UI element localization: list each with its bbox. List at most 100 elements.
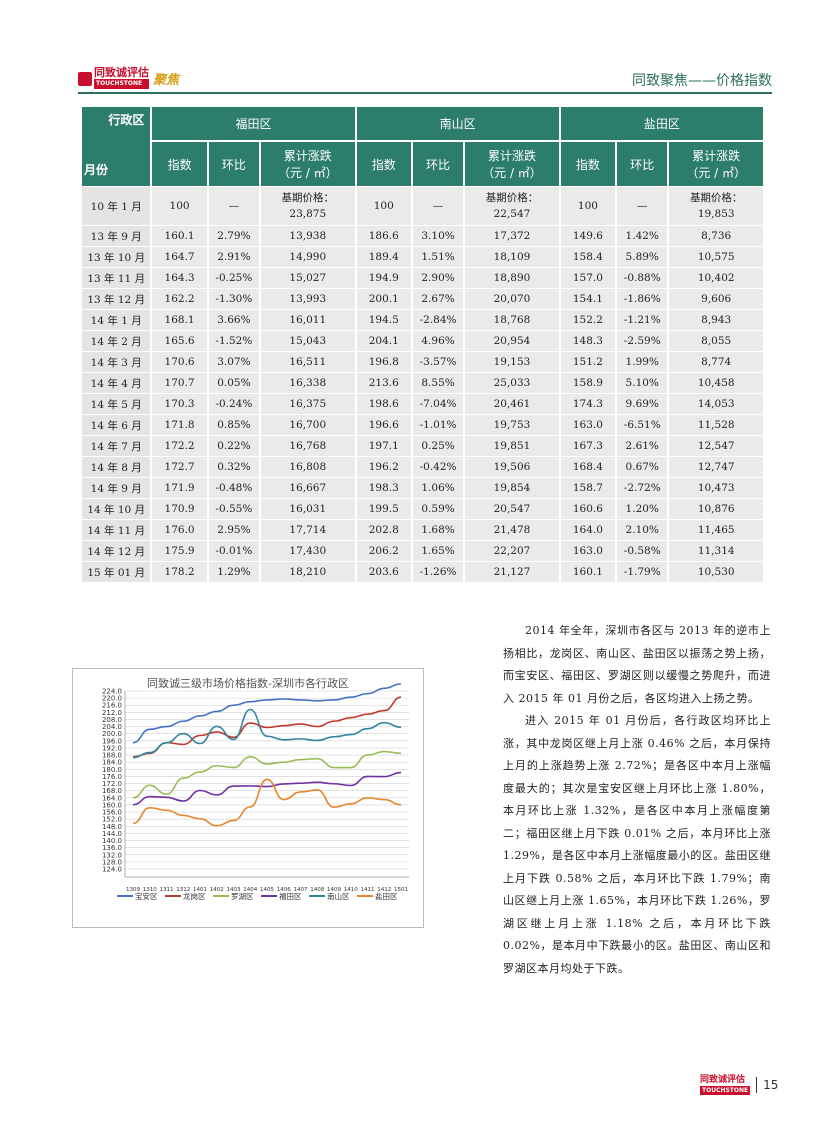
cumulative-cell: 18,768: [465, 309, 561, 330]
cumulative-cell: 9,606: [669, 288, 765, 309]
cumulative-cell: 20,547: [465, 498, 561, 519]
month-cell: 14 年 7 月: [82, 435, 153, 456]
subheader-cumulative-line1: 累计涨跌: [487, 149, 536, 163]
series-line-0: [132, 683, 402, 744]
x-tick-label: 1406: [277, 887, 291, 893]
analysis-text: 2014 年全年，深圳市各区与 2013 年的逆市上扬相比，龙岗区、南山区、盐田…: [503, 620, 771, 980]
base-price-cell: 基期价格： 22,547: [465, 186, 561, 225]
cumulative-cell: 19,753: [465, 414, 561, 435]
cumulative-cell: 16,375: [261, 393, 357, 414]
index-cell: 151.2: [560, 351, 618, 372]
section-title: 同致聚焦——价格指数: [632, 73, 772, 89]
mom-cell: 0.22%: [208, 435, 262, 456]
subheader-mom-futian: 环比: [208, 140, 262, 186]
subheader-index-futian: 指数: [152, 140, 209, 186]
index-cell: 148.3: [560, 330, 618, 351]
y-tick-label: 128.0: [102, 858, 122, 866]
analysis-paragraph-2: 进入 2015 年 01 月份后，各行政区均环比上涨，其中龙岗区继上月上涨 0.…: [503, 714, 771, 975]
y-tick-label: 144.0: [102, 830, 122, 838]
mom-cell: 0.59%: [412, 498, 466, 519]
mom-cell: —: [412, 186, 466, 225]
index-cell: 168.1: [152, 309, 209, 330]
cumulative-cell: 10,876: [669, 498, 765, 519]
subheader-cumulative-nanshan: 累计涨跌 （元 / ㎡）: [465, 140, 561, 186]
table-corner-header: 行政区 月份: [82, 107, 153, 186]
mom-cell: -0.55%: [208, 498, 262, 519]
table-row: 14 年 5 月 170.3 -0.24% 16,375 198.6 -7.04% 20,4…: [82, 393, 765, 414]
y-tick-label: 220.0: [102, 695, 122, 703]
table-row: 13 年 10 月 164.7 2.91% 14,990 189.4 1.51% 18,10…: [82, 246, 765, 267]
mom-cell: 5.10%: [617, 372, 670, 393]
mom-cell: 9.69%: [617, 393, 670, 414]
footer-logo: 同致诚评估 TOUCHSTONE: [700, 1075, 751, 1095]
index-cell: 172.7: [152, 456, 209, 477]
cumulative-cell: 18,109: [465, 246, 561, 267]
month-cell: 13 年 10 月: [82, 246, 153, 267]
cumulative-cell: 13,993: [261, 288, 357, 309]
month-cell: 13 年 9 月: [82, 225, 153, 246]
month-cell: 14 年 9 月: [82, 477, 153, 498]
cumulative-cell: 13,938: [261, 225, 357, 246]
index-cell: 154.1: [560, 288, 618, 309]
y-tick-label: 192.0: [102, 744, 122, 752]
index-cell: 174.3: [560, 393, 618, 414]
base-price-label: 基期价格：: [689, 192, 743, 204]
y-tick-label: 164.0: [102, 794, 122, 802]
subheader-cumulative-line1: 累计涨跌: [283, 149, 332, 163]
index-cell: 170.9: [152, 498, 209, 519]
series-line-2: [132, 750, 402, 799]
cumulative-cell: 19,153: [465, 351, 561, 372]
series-line-4: [132, 708, 402, 759]
mom-cell: -1.86%: [617, 288, 670, 309]
index-cell: 203.6: [356, 561, 413, 582]
mom-cell: 5.89%: [617, 246, 670, 267]
region-header-yantian: 盐田区: [560, 107, 765, 140]
x-tick-label: 1411: [361, 887, 375, 893]
mom-cell: 0.25%: [412, 435, 466, 456]
y-tick-label: 156.0: [102, 809, 122, 817]
mom-cell: 1.29%: [208, 561, 262, 582]
index-cell: 199.5: [356, 498, 413, 519]
cumulative-cell: 20,954: [465, 330, 561, 351]
cumulative-cell: 22,207: [465, 540, 561, 561]
index-cell: 170.6: [152, 351, 209, 372]
month-cell: 14 年 8 月: [82, 456, 153, 477]
legend-label: 龙岗区: [183, 891, 206, 901]
index-cell: 158.9: [560, 372, 618, 393]
month-cell: 14 年 12 月: [82, 540, 153, 561]
cumulative-cell: 19,506: [465, 456, 561, 477]
legend-label: 宝安区: [135, 891, 158, 901]
logo-mark-icon: [78, 71, 92, 86]
series-line-5: [132, 778, 402, 827]
mom-cell: 2.91%: [208, 246, 262, 267]
table-row: 14 年 9 月 171.9 -0.48% 16,667 198.3 1.06% 19,85…: [82, 477, 765, 498]
cumulative-cell: 18,890: [465, 267, 561, 288]
mom-cell: 2.67%: [412, 288, 466, 309]
legend-label: 福田区: [279, 892, 302, 901]
cumulative-cell: 17,714: [261, 519, 357, 540]
mom-cell: -1.30%: [208, 288, 262, 309]
y-tick-label: 188.0: [102, 752, 122, 760]
cumulative-cell: 20,461: [465, 393, 561, 414]
table-row: 13 年 9 月 160.1 2.79% 13,938 186.6 3.10% 17,372…: [82, 225, 765, 246]
mom-cell: -1.21%: [617, 309, 670, 330]
legend-label: 罗湖区: [231, 892, 254, 901]
table-row: 14 年 2 月 165.6 -1.52% 15,043 204.1 4.96% 20,95…: [82, 330, 765, 351]
index-cell: 158.4: [560, 246, 618, 267]
series-line-3: [132, 771, 402, 806]
table-row-base: 10 年 1 月 100— 基期价格： 23,875 100— 基期价格： 22,547 10…: [82, 186, 765, 225]
header-divider: [78, 92, 772, 94]
y-tick-label: 200.0: [102, 730, 122, 738]
base-price-value: 23,875: [289, 208, 327, 220]
y-tick-label: 204.0: [102, 723, 122, 731]
mom-cell: -0.58%: [617, 540, 670, 561]
x-tick-label: 1312: [176, 887, 190, 893]
cumulative-cell: 16,011: [261, 309, 357, 330]
y-tick-label: 196.0: [102, 737, 122, 745]
cumulative-cell: 18,210: [261, 561, 357, 582]
subheader-mom-yantian: 环比: [617, 140, 670, 186]
x-tick-label: 1404: [243, 887, 257, 893]
mom-cell: 3.07%: [208, 351, 262, 372]
base-price-label: 基期价格：: [485, 192, 539, 204]
series-line-1: [132, 696, 402, 758]
